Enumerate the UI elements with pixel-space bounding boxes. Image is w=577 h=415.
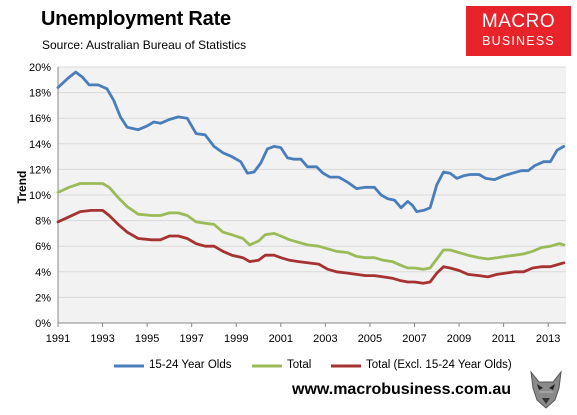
y-tick-label: 0% xyxy=(35,318,51,330)
macrobusiness-logo: MACRO BUSINESS xyxy=(466,6,571,56)
x-tick-label: 1991 xyxy=(46,333,70,345)
y-tick-label: 2% xyxy=(35,292,51,304)
y-tick-label: 20% xyxy=(29,62,51,74)
logo-line-2: BUSINESS xyxy=(482,34,555,48)
x-tick-label: 2001 xyxy=(269,333,293,345)
y-tick-label: 10% xyxy=(29,190,51,202)
x-tick-label: 1993 xyxy=(90,333,114,345)
x-tick-labels: 1991 1993 1995 1997 1999 2001 2003 2005 2007 2009… xyxy=(46,323,560,345)
legend-label-youth: 15-24 Year Olds xyxy=(149,359,232,371)
legend-label-total: Total xyxy=(287,359,312,371)
series-line-youth xyxy=(56,70,566,214)
series-line-excl xyxy=(56,208,566,285)
chart-title: Unemployment Rate xyxy=(41,8,231,30)
x-tick-label: 2013 xyxy=(536,333,560,345)
x-tick-label: 2011 xyxy=(492,333,516,345)
y-tick-label: 6% xyxy=(35,241,51,253)
x-tick-label: 2003 xyxy=(313,333,337,345)
logo-line-1: MACRO xyxy=(481,11,556,32)
legend-label-excl: Total (Excl. 15-24 Year Olds) xyxy=(366,359,512,371)
chart-source: Source: Australian Bureau of Statistics xyxy=(42,38,247,52)
y-tick-label: 14% xyxy=(29,139,51,151)
website-url: www.macrobusiness.com.au xyxy=(292,381,512,398)
y-tick-label: 18% xyxy=(29,88,51,100)
y-tick-label: 4% xyxy=(35,267,51,279)
grid-lines xyxy=(57,66,566,324)
x-tick-label: 2007 xyxy=(402,333,426,345)
y-tick-label: 12% xyxy=(29,164,51,176)
x-tick-label: 2009 xyxy=(447,333,471,345)
wolf-icon xyxy=(530,370,562,409)
x-tick-label: 1997 xyxy=(179,333,203,345)
x-tick-label: 1999 xyxy=(224,333,248,345)
y-tick-labels: 0% 2% 4% 6% 8% 10% 12% 14% 16% 18% 20% xyxy=(29,62,51,330)
y-tick-label: 16% xyxy=(29,113,51,125)
y-tick-label: 8% xyxy=(35,216,51,228)
x-tick-label: 2005 xyxy=(358,333,382,345)
x-tick-label: 1995 xyxy=(135,333,159,345)
series-lines xyxy=(56,70,566,285)
series-line-total xyxy=(56,182,566,271)
